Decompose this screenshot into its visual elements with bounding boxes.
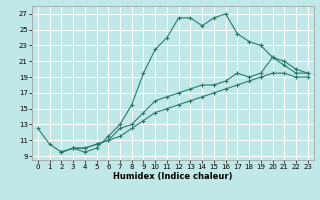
X-axis label: Humidex (Indice chaleur): Humidex (Indice chaleur) [113,172,233,181]
